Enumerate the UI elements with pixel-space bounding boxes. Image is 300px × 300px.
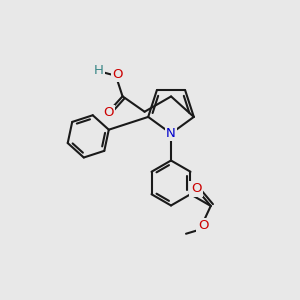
Text: O: O: [191, 182, 201, 196]
Text: O: O: [198, 219, 208, 232]
Text: N: N: [166, 127, 176, 140]
Text: H: H: [94, 64, 103, 77]
Text: O: O: [112, 68, 123, 81]
Text: O: O: [103, 106, 113, 119]
